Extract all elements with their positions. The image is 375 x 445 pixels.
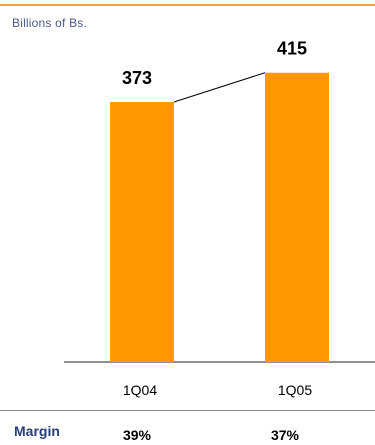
top-rule bbox=[0, 4, 375, 6]
footer-rule bbox=[0, 410, 375, 411]
bar-1q04 bbox=[110, 102, 174, 363]
category-label-1q04: 1Q04 bbox=[123, 382, 157, 398]
connector-line bbox=[173, 72, 266, 103]
category-label-1q05: 1Q05 bbox=[278, 382, 312, 398]
bar-chart: 373 1Q04 415 1Q05 bbox=[64, 39, 375, 398]
bar-1q05 bbox=[265, 72, 329, 363]
unit-label: Billions of Bs. bbox=[12, 16, 88, 30]
margin-value-1q05: 37% bbox=[270, 427, 300, 443]
margin-value-1q04: 39% bbox=[122, 427, 152, 443]
data-label-1q05: 415 bbox=[277, 39, 307, 59]
margin-label: Margin bbox=[14, 423, 60, 439]
data-label-1q04: 373 bbox=[122, 68, 152, 88]
